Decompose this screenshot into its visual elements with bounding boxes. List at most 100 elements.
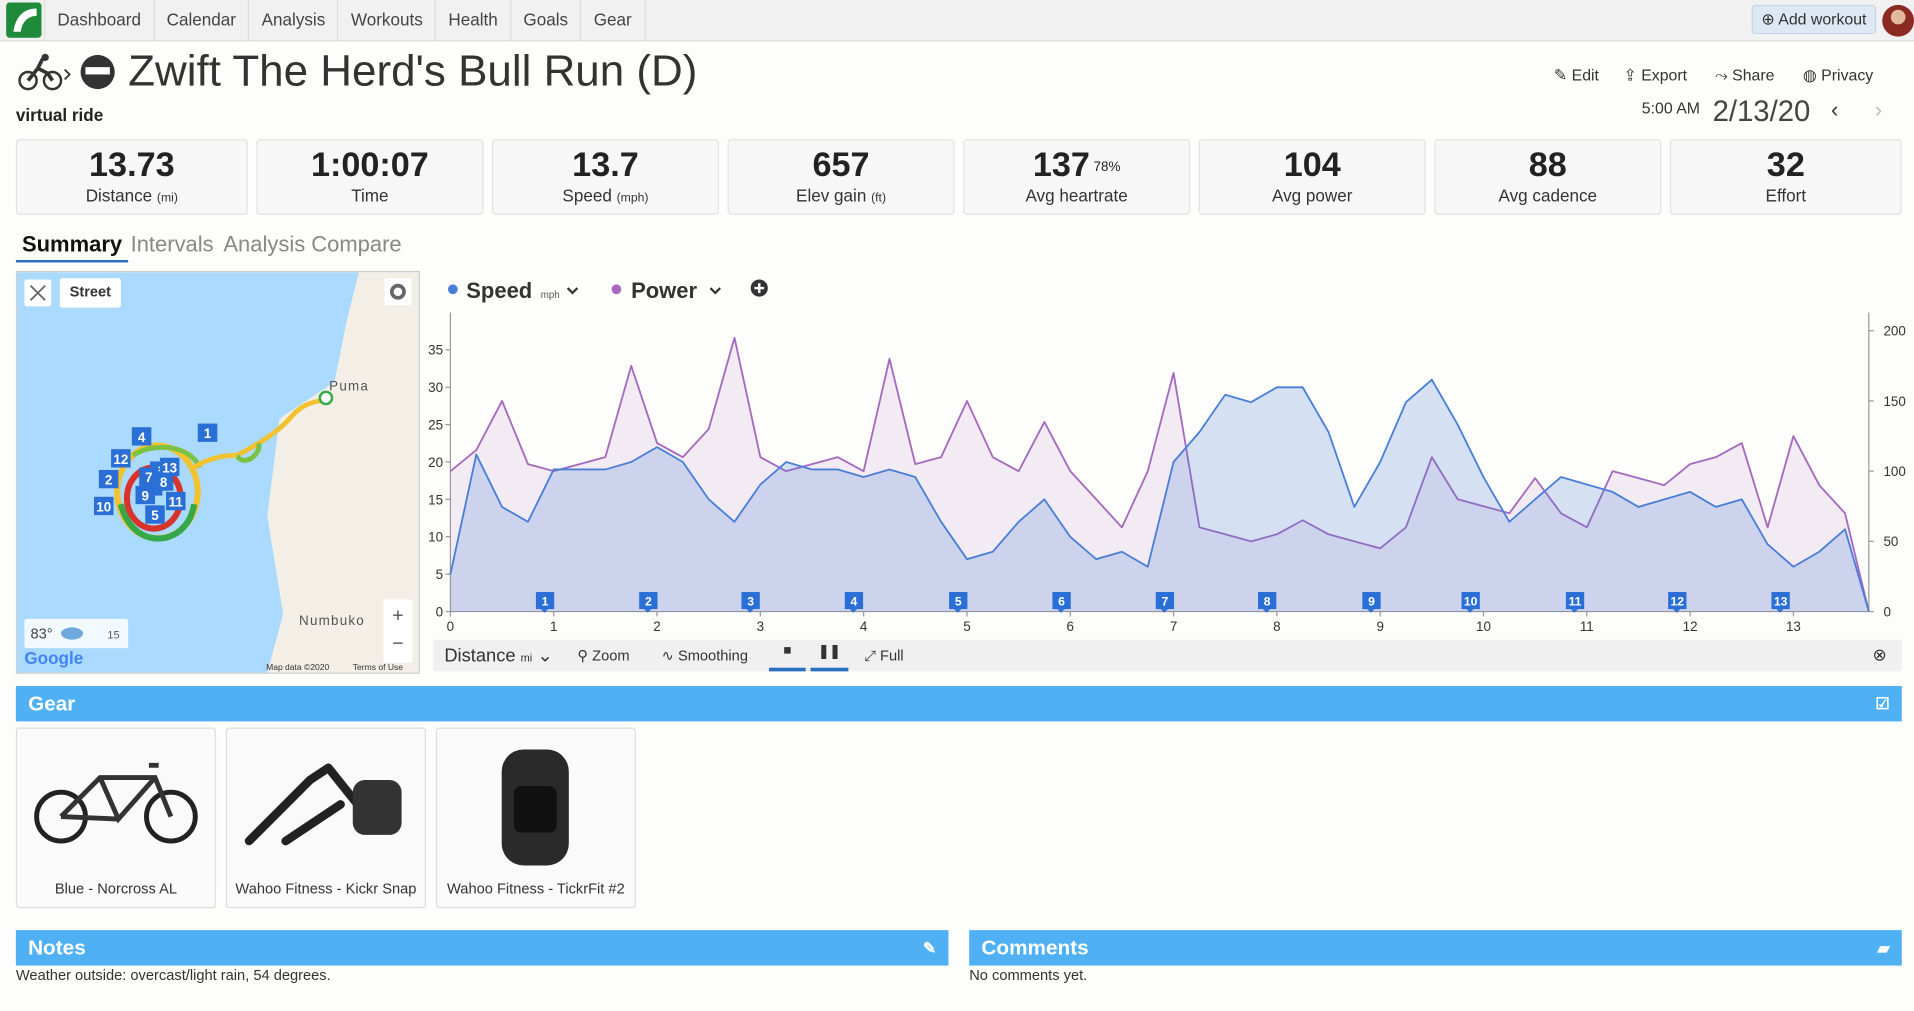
legend-chevron (709, 287, 721, 295)
header-action[interactable]: ⇪ Export (1623, 65, 1688, 85)
x-axis-unit: mi (520, 651, 533, 665)
zoom-button[interactable]: ⚲ Zoom (577, 646, 630, 665)
stat-value-text: 657 (812, 145, 870, 184)
stat-value-text: 13.7 (572, 145, 639, 184)
stat-label: Avg cadence (1498, 185, 1598, 206)
svg-text:+: + (392, 604, 403, 626)
lap-marker (949, 592, 968, 610)
lap-marker (1362, 592, 1381, 610)
map-wind: 15 (107, 629, 119, 641)
map-marker-label: 7 (145, 470, 152, 485)
lap-pointer (1367, 609, 1375, 613)
stat-unit: (mi) (156, 191, 178, 206)
nav-item[interactable]: Gear (582, 0, 646, 41)
tab[interactable]: Analysis (223, 231, 306, 257)
x-tick-label: 12 (1683, 619, 1698, 634)
header-action[interactable]: ◍ Privacy (1802, 65, 1874, 85)
stat-value: 1:00:07 (258, 145, 483, 184)
nav-item[interactable]: Health (436, 0, 512, 41)
lap-pointer (1673, 609, 1681, 613)
logo[interactable] (6, 2, 42, 38)
gear-image (501, 749, 569, 866)
gear-header: Gear ☑ (15, 686, 1902, 722)
comment-toggle[interactable]: ■ (769, 643, 806, 672)
tab[interactable]: Intervals (130, 231, 214, 257)
header-action[interactable]: ⤳ Share (1715, 65, 1775, 85)
stat-value-text: 104 (1283, 145, 1341, 184)
x-tick-label: 4 (860, 619, 868, 634)
lap-pointer (953, 609, 962, 613)
smoothing-button[interactable]: ∿ Smoothing (661, 646, 748, 665)
prev-arrow[interactable]: ‹ (1830, 97, 1839, 123)
close-chart[interactable]: ⊗ (1872, 644, 1887, 665)
workout-title: Zwift The Herd's Bull Run (D) (128, 45, 698, 96)
stat-label-line: Speed (mph) (493, 184, 718, 210)
stat-label: Elev gain (796, 185, 867, 206)
lap-label: 12 (1671, 594, 1685, 608)
map-marker (197, 423, 218, 442)
map-marker-label: 8 (160, 475, 168, 490)
stat-box: 657 Elev gain (ft) (727, 139, 955, 215)
stat-value: 13.73 (17, 145, 246, 184)
legend-dot (611, 284, 622, 295)
y-tick-label: 30 (428, 380, 443, 395)
lap-pointer (1160, 609, 1168, 613)
stat-label: Speed (562, 185, 612, 206)
header-action[interactable]: ✎ Edit (1553, 65, 1599, 85)
nav-item[interactable]: Goals (511, 0, 582, 41)
comments-header: Comments ▰ (969, 930, 1902, 966)
nav-item[interactable]: Workouts (339, 0, 437, 41)
x-axis-select[interactable]: Distance mi ⌄ (444, 645, 553, 667)
lap-marker (1052, 592, 1071, 610)
stat-value: 104 (1200, 145, 1425, 184)
gear-card[interactable]: Wahoo Fitness - TickrFit #2 (435, 727, 636, 909)
stat-label-line: Elev gain (ft) (729, 184, 954, 210)
notes-title: Notes (28, 936, 86, 960)
comments-title: Comments (981, 936, 1089, 960)
nav-item[interactable]: Calendar (154, 0, 250, 41)
smoothing-label: Smoothing (677, 646, 748, 665)
stat-box: 104 Avg power (1198, 139, 1426, 215)
map-marker (93, 496, 114, 516)
map-marker-label: 12 (113, 452, 128, 467)
map-place: Puma (329, 379, 369, 394)
x-tick-label: 11 (1580, 619, 1594, 634)
lap-label: 2 (645, 594, 652, 608)
avatar[interactable] (1881, 4, 1914, 37)
lap-pointer (1057, 609, 1065, 613)
add-workout-button[interactable]: ⊕ Add workout (1751, 4, 1877, 35)
stat-label: Distance (85, 185, 153, 206)
y2-tick-label: 150 (1883, 394, 1905, 409)
map-place: Numbuko (299, 613, 365, 628)
tab[interactable]: Compare (311, 231, 402, 257)
tab[interactable]: Summary (15, 229, 129, 263)
gear-card[interactable]: Wahoo Fitness - Kickr Snap (225, 727, 427, 909)
lap-label: 11 (1569, 594, 1582, 608)
stat-label: Time (351, 185, 389, 206)
x-tick-label: 3 (757, 619, 764, 634)
stat-value: 32 (1671, 145, 1900, 184)
full-button[interactable]: ⤢ Full (864, 646, 904, 665)
lap-marker (535, 592, 555, 610)
stat-value: 13.7 (493, 145, 718, 184)
lap-pointer (644, 609, 652, 613)
x-axis-label: Distance (444, 645, 516, 667)
y2-tick-label: 50 (1883, 534, 1898, 549)
nav-item[interactable]: Dashboard (45, 0, 155, 41)
y-tick-label: 15 (428, 492, 443, 507)
map-marker-label: 13 (162, 460, 177, 475)
lap-marker (1771, 592, 1790, 610)
nav-item[interactable]: Analysis (249, 0, 339, 41)
x-tick-label: 0 (447, 619, 454, 634)
map-marker-label: 1 (204, 426, 212, 441)
pause-toggle[interactable]: ❚❚ (810, 643, 849, 672)
map-marker-label: 2 (105, 473, 112, 488)
y-tick-label: 0 (436, 604, 443, 619)
stat-value: 657 (729, 145, 954, 184)
gear-card[interactable]: Blue - Norcross AL (15, 727, 217, 909)
next-arrow[interactable]: › (1874, 97, 1883, 123)
stat-label-line: Effort (1671, 184, 1900, 206)
y2-tick-label: 0 (1883, 604, 1890, 619)
